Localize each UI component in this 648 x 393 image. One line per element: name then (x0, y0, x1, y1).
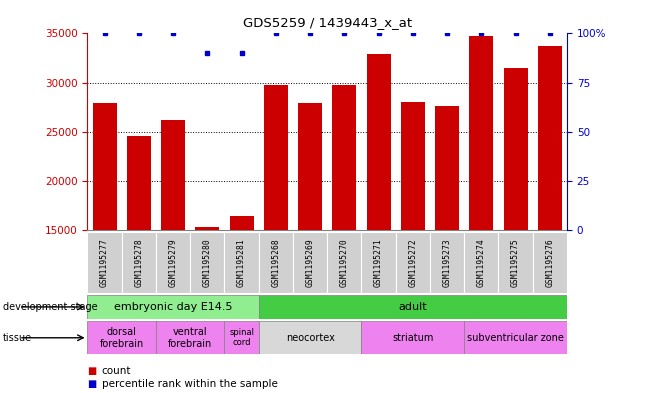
Text: GSM1195279: GSM1195279 (168, 238, 178, 287)
Bar (195, 227, 219, 377)
Text: neocortex: neocortex (286, 333, 334, 343)
Bar (464, 321, 567, 354)
Bar (224, 321, 259, 354)
Bar (264, 85, 288, 377)
Bar (498, 232, 533, 293)
Text: subventricular zone: subventricular zone (467, 333, 564, 343)
Bar (533, 232, 567, 293)
Bar (430, 232, 464, 293)
Text: striatum: striatum (392, 333, 434, 343)
Text: tissue: tissue (3, 333, 32, 343)
Bar (87, 321, 156, 354)
Bar (293, 232, 327, 293)
Text: spinal
cord: spinal cord (229, 328, 254, 347)
Bar (87, 295, 259, 319)
Bar (259, 232, 293, 293)
Text: development stage: development stage (3, 302, 98, 312)
Text: GSM1195273: GSM1195273 (443, 238, 452, 287)
Text: GSM1195281: GSM1195281 (237, 238, 246, 287)
Bar (362, 232, 396, 293)
Text: GSM1195268: GSM1195268 (272, 238, 281, 287)
Bar (156, 321, 224, 354)
Bar (122, 232, 156, 293)
Text: GSM1195272: GSM1195272 (408, 238, 417, 287)
Bar (396, 232, 430, 293)
Bar (224, 232, 259, 293)
Text: GSM1195275: GSM1195275 (511, 238, 520, 287)
Bar (298, 103, 322, 377)
Bar (367, 54, 391, 377)
Bar (503, 68, 527, 377)
Bar (259, 295, 567, 319)
Text: GSM1195270: GSM1195270 (340, 238, 349, 287)
Text: ■: ■ (87, 366, 97, 376)
Text: adult: adult (399, 302, 427, 312)
Bar (93, 103, 117, 377)
Bar (362, 321, 464, 354)
Text: GSM1195277: GSM1195277 (100, 238, 109, 287)
Bar (401, 102, 425, 377)
Text: embryonic day E14.5: embryonic day E14.5 (114, 302, 233, 312)
Text: GSM1195276: GSM1195276 (546, 238, 555, 287)
Bar (156, 232, 191, 293)
Bar (327, 232, 362, 293)
Text: count: count (102, 366, 132, 376)
Bar (464, 232, 498, 293)
Bar (538, 46, 562, 377)
Text: percentile rank within the sample: percentile rank within the sample (102, 379, 277, 389)
Text: GSM1195274: GSM1195274 (477, 238, 486, 287)
Text: GSM1195280: GSM1195280 (203, 238, 212, 287)
Text: GSM1195269: GSM1195269 (306, 238, 315, 287)
Bar (161, 120, 185, 377)
Text: dorsal
forebrain: dorsal forebrain (100, 327, 144, 349)
Bar (229, 216, 253, 377)
Bar (469, 36, 493, 377)
Text: ■: ■ (87, 379, 97, 389)
Text: GSM1195278: GSM1195278 (134, 238, 143, 287)
Bar (332, 85, 356, 377)
Text: GSM1195271: GSM1195271 (374, 238, 383, 287)
Bar (259, 321, 362, 354)
Title: GDS5259 / 1439443_x_at: GDS5259 / 1439443_x_at (243, 17, 411, 29)
Text: ventral
forebrain: ventral forebrain (168, 327, 213, 349)
Bar (87, 232, 122, 293)
Bar (127, 136, 151, 377)
Bar (191, 232, 224, 293)
Bar (435, 106, 459, 377)
